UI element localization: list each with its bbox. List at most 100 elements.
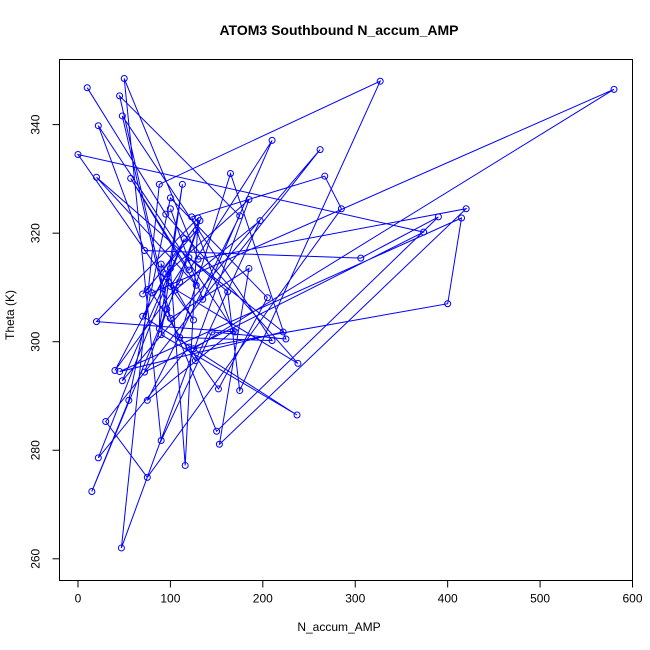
data-point <box>185 266 193 274</box>
series-line <box>76 78 615 549</box>
data-point <box>458 214 466 222</box>
x-tick-label: 300 <box>345 592 365 606</box>
data-point <box>118 377 126 385</box>
data-point <box>185 343 193 351</box>
data-point <box>224 288 232 296</box>
data-point <box>268 136 276 144</box>
series <box>74 74 618 552</box>
data-point <box>116 368 124 376</box>
data-point <box>610 85 618 93</box>
data-point <box>245 264 253 272</box>
y-tick-label: 320 <box>29 223 43 243</box>
data-point <box>462 205 470 213</box>
data-point <box>166 205 174 213</box>
data-point <box>178 180 186 188</box>
data-point <box>143 286 151 294</box>
data-point <box>316 146 324 154</box>
y-axis: 260 280 300 320 340 <box>29 114 60 569</box>
data-point <box>176 333 184 341</box>
y-tick-label: 340 <box>29 114 43 134</box>
data-point <box>190 345 198 353</box>
data-point <box>102 417 110 425</box>
data-point <box>208 328 216 336</box>
data-point <box>188 213 196 221</box>
data-point <box>191 357 199 365</box>
data-point <box>116 92 124 100</box>
data-point <box>199 295 207 303</box>
data-point <box>231 328 239 336</box>
data-point <box>420 228 428 236</box>
data-point <box>192 226 200 234</box>
plot-frame <box>59 59 633 581</box>
data-point <box>214 385 222 393</box>
data-point <box>94 454 102 462</box>
data-point <box>162 270 170 278</box>
data-point <box>279 328 287 336</box>
x-axis-label: N_accum_AMP <box>297 620 380 634</box>
data-point <box>162 210 170 218</box>
data-point <box>83 84 91 92</box>
chart-title: ATOM3 Southbound N_accum_AMP <box>219 22 458 38</box>
x-tick-label: 100 <box>160 592 180 606</box>
data-point <box>176 278 184 286</box>
data-point <box>256 217 264 225</box>
data-point <box>166 314 174 322</box>
data-point <box>180 235 188 243</box>
data-point <box>139 312 147 320</box>
data-point <box>148 289 156 297</box>
data-point <box>263 294 271 302</box>
data-point <box>139 290 147 298</box>
data-point <box>215 440 223 448</box>
data-point <box>118 112 126 120</box>
x-tick-label: 600 <box>622 592 642 606</box>
data-point <box>185 254 193 262</box>
data-point <box>376 77 384 85</box>
data-point <box>236 212 244 220</box>
x-tick-label: 200 <box>253 592 273 606</box>
data-point <box>92 173 100 181</box>
data-point <box>125 396 133 404</box>
data-point <box>163 305 171 313</box>
data-point <box>111 366 119 374</box>
data-point <box>226 169 234 177</box>
data-point <box>194 255 202 263</box>
data-point <box>120 74 128 82</box>
data-point <box>321 172 329 180</box>
y-tick-label: 260 <box>29 548 43 568</box>
data-point <box>88 487 96 495</box>
data-point <box>155 180 163 188</box>
data-point <box>141 247 149 255</box>
data-point <box>117 544 125 552</box>
data-point <box>157 436 165 444</box>
data-point <box>213 427 221 435</box>
data-point <box>171 286 179 294</box>
data-point <box>127 174 135 182</box>
data-point <box>294 359 302 367</box>
data-point <box>166 282 174 290</box>
data-point <box>166 194 174 202</box>
y-axis-label: Theta (K) <box>3 290 17 340</box>
data-point <box>92 318 100 326</box>
data-point <box>245 196 253 204</box>
data-point <box>190 316 198 324</box>
data-point <box>444 300 452 308</box>
data-point <box>196 217 204 225</box>
data-point <box>166 264 174 272</box>
data-point <box>192 281 200 289</box>
data-point <box>157 260 165 268</box>
data-point <box>268 337 276 345</box>
data-point <box>181 461 189 469</box>
data-point <box>143 473 151 481</box>
data-point <box>143 396 151 404</box>
data-point <box>337 205 345 213</box>
x-axis: 0 100 200 300 400 500 600 <box>75 580 643 606</box>
data-point <box>74 150 82 158</box>
data-point <box>236 387 244 395</box>
x-tick-label: 0 <box>75 592 82 606</box>
data-point <box>155 325 163 333</box>
data-point <box>94 122 102 130</box>
data-point <box>282 335 290 343</box>
x-tick-label: 400 <box>438 592 458 606</box>
data-point <box>293 411 301 419</box>
